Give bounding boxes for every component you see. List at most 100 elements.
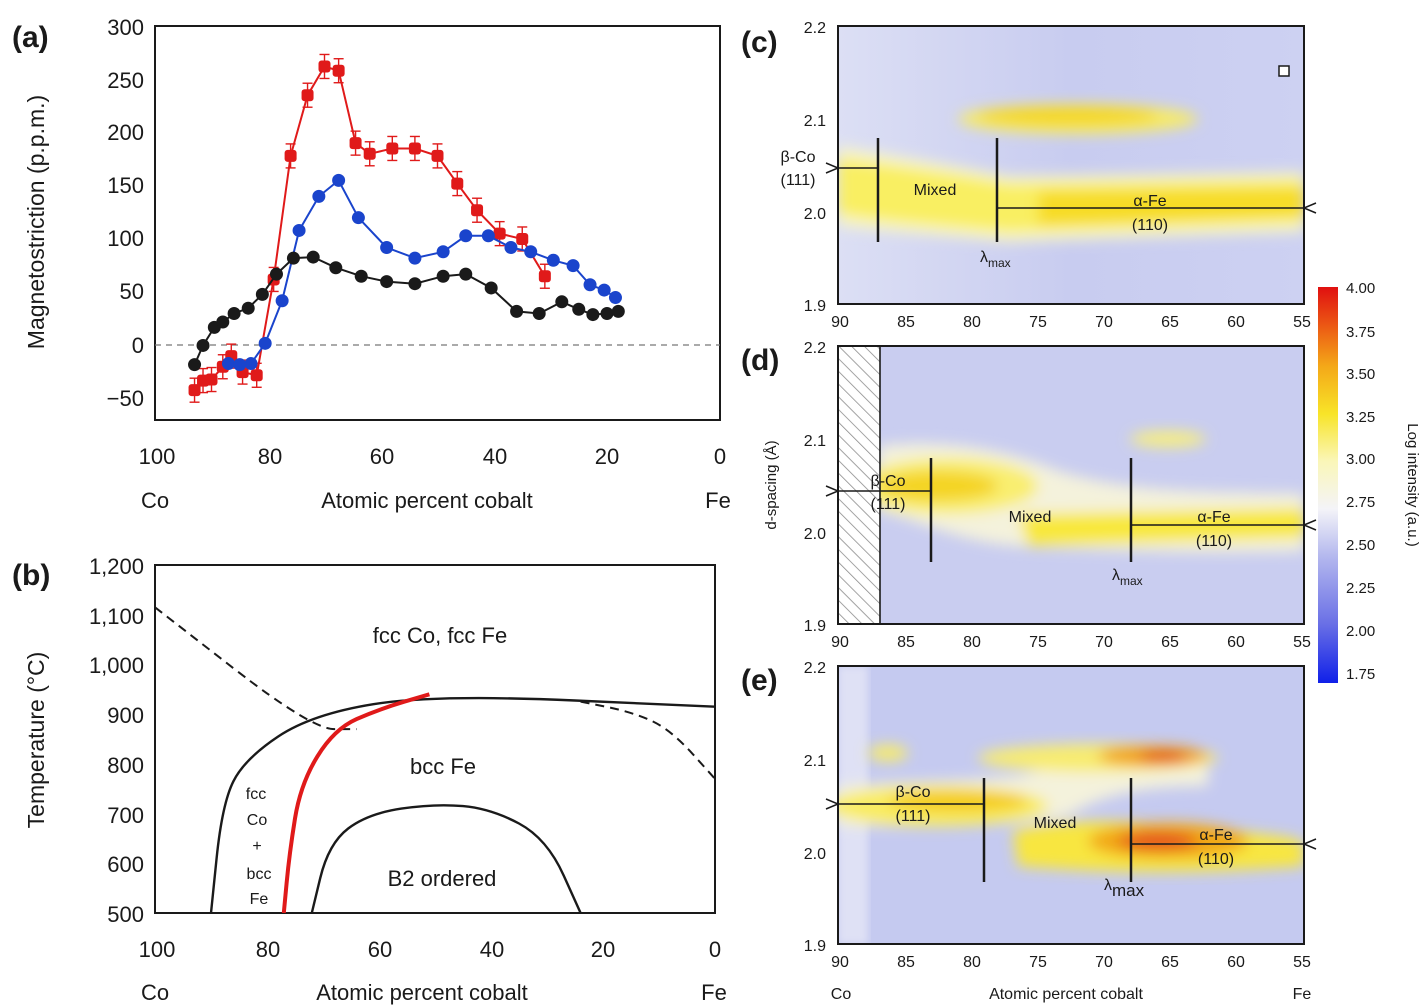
beta-co-label: β-Co	[781, 149, 816, 166]
colorbar-tick: 3.25	[1346, 409, 1375, 426]
panel-b-label: (b)	[12, 559, 50, 592]
panel-b-y-tick: 1,000	[89, 653, 144, 678]
alpha-fe-hkl: (110)	[1196, 533, 1232, 550]
colorbar-tick: 4.00	[1346, 280, 1375, 297]
data-point-blue	[504, 240, 518, 254]
alpha-fe-label: α-Fe	[1199, 827, 1232, 844]
colorbar-gradient	[1318, 287, 1338, 683]
panel-d-x-tick: 65	[1161, 634, 1179, 651]
lambda-symbol: λ	[1112, 567, 1120, 584]
data-point-black	[572, 302, 586, 316]
panel-e-frame	[837, 665, 1305, 945]
panel-c-y-tick: 2.2	[804, 20, 826, 37]
panel-a-x-ticks: 100 80 60 40 20 0	[139, 444, 726, 469]
data-point-red	[408, 142, 421, 155]
panel-a-y-tick: 100	[107, 226, 144, 251]
lambda-subscript: max	[1120, 574, 1143, 588]
panel-b-x-tick: 60	[368, 937, 392, 962]
data-point-black	[269, 267, 283, 281]
panel-a-y-axis-label: Magnetostriction (p.p.m.)	[23, 95, 49, 349]
panel-d-y-ticks: 2.2 2.1 2.0 1.9	[804, 340, 826, 635]
panel-b-frame	[154, 564, 716, 914]
boundary-solid	[310, 804, 582, 914]
panel-d: (d) β-Co (111) Mixed α-Fe (110)	[741, 340, 1317, 651]
panel-c-y-tick: 2.0	[804, 206, 826, 223]
data-point-blue	[292, 223, 306, 237]
data-point-black	[459, 267, 473, 281]
panel-a-x-tick: 40	[483, 444, 507, 469]
panel-a-y-tick: 250	[107, 68, 144, 93]
panel-c-x-tick: 75	[1029, 314, 1047, 331]
boundary-dashed	[580, 700, 716, 780]
panel-e-fe-label: Fe	[1293, 986, 1312, 1003]
data-point-blue	[332, 173, 346, 187]
region-fcc-label: fcc Co, fcc Fe	[373, 623, 507, 648]
data-point-red	[386, 142, 399, 155]
heatmap-intensity	[838, 104, 1304, 242]
panel-a-co-label: Co	[141, 488, 169, 513]
panel-a-label: (a)	[12, 21, 49, 54]
panel-e-y-tick: 2.1	[804, 753, 826, 770]
beta-co-hkl: (111)	[781, 172, 816, 189]
panel-a-x-tick: 100	[139, 444, 176, 469]
data-point-black	[188, 358, 202, 372]
two-phase-label: fcc	[246, 786, 266, 803]
panel-b-y-tick: 700	[107, 803, 144, 828]
panel-c-x-tick: 60	[1227, 314, 1245, 331]
panel-c-x-tick: 90	[831, 314, 849, 331]
data-point-blue	[351, 211, 365, 225]
two-phase-label: Fe	[250, 891, 269, 908]
data-point-blue	[380, 240, 394, 254]
lambda-symbol: λ	[980, 249, 988, 266]
panel-c-x-tick: 80	[963, 314, 981, 331]
two-phase-label: bcc	[247, 866, 272, 883]
data-point-black	[436, 269, 450, 283]
data-point-red	[188, 384, 201, 397]
panel-a-x-tick: 80	[258, 444, 282, 469]
panel-c-y-tick: 1.9	[804, 298, 826, 315]
colorbar-label: Log intensity (a.u.)	[1404, 423, 1421, 546]
panel-d-x-tick: 85	[897, 634, 915, 651]
data-point-black	[354, 269, 368, 283]
panel-b-y-tick: 1,100	[89, 604, 144, 629]
data-point-blue	[481, 229, 495, 243]
panel-e-x-tick: 65	[1161, 954, 1179, 971]
panel-d-y-tick: 2.1	[804, 433, 826, 450]
panel-e-y-tick: 2.0	[804, 846, 826, 863]
panel-e-x-axis-label: Atomic percent cobalt	[989, 986, 1143, 1003]
data-point-blue	[566, 259, 580, 273]
data-point-blue	[275, 294, 289, 308]
lambda-subscript: max	[988, 256, 1011, 270]
panel-c-y-ticks: 2.2 2.1 2.0 1.9	[804, 20, 826, 315]
beta-co-hkl: (111)	[871, 496, 906, 513]
data-point-black	[380, 275, 394, 289]
data-point-blue	[233, 358, 247, 372]
data-point-blue	[597, 283, 611, 297]
data-point-black	[241, 301, 255, 315]
two-phase-label: Co	[247, 812, 268, 829]
beta-co-label: β-Co	[871, 473, 906, 490]
data-point-red	[431, 149, 444, 162]
panel-b-y-tick: 1,200	[89, 554, 144, 579]
panel-c-x-tick: 85	[897, 314, 915, 331]
panel-d-x-tick: 70	[1095, 634, 1113, 651]
colorbar: 4.00 3.75 3.50 3.25 3.00 2.75 2.50 2.25 …	[1318, 280, 1421, 683]
data-point-black	[555, 295, 569, 309]
colorbar-tick: 3.00	[1346, 451, 1375, 468]
region-bcc-label: bcc Fe	[410, 754, 476, 779]
panel-a-frame	[154, 25, 721, 421]
data-point-black	[484, 281, 498, 295]
panel-d-x-ticks: 90 85 80 75 70 65 60 55	[831, 634, 1311, 651]
data-point-blue	[583, 278, 597, 292]
data-point-red	[538, 270, 551, 283]
data-point-black	[216, 315, 230, 329]
panel-e-heatmap	[838, 666, 1304, 944]
lambda-max-label: λmax	[980, 249, 1011, 270]
panel-a-y-tick: 0	[132, 333, 144, 358]
panel-a-x-tick: 0	[714, 444, 726, 469]
panel-b-x-tick: 100	[139, 937, 176, 962]
panel-e-x-tick: 80	[963, 954, 981, 971]
panel-d-y-tick: 1.9	[804, 618, 826, 635]
data-point-black	[408, 277, 422, 291]
data-point-blue	[312, 189, 326, 203]
